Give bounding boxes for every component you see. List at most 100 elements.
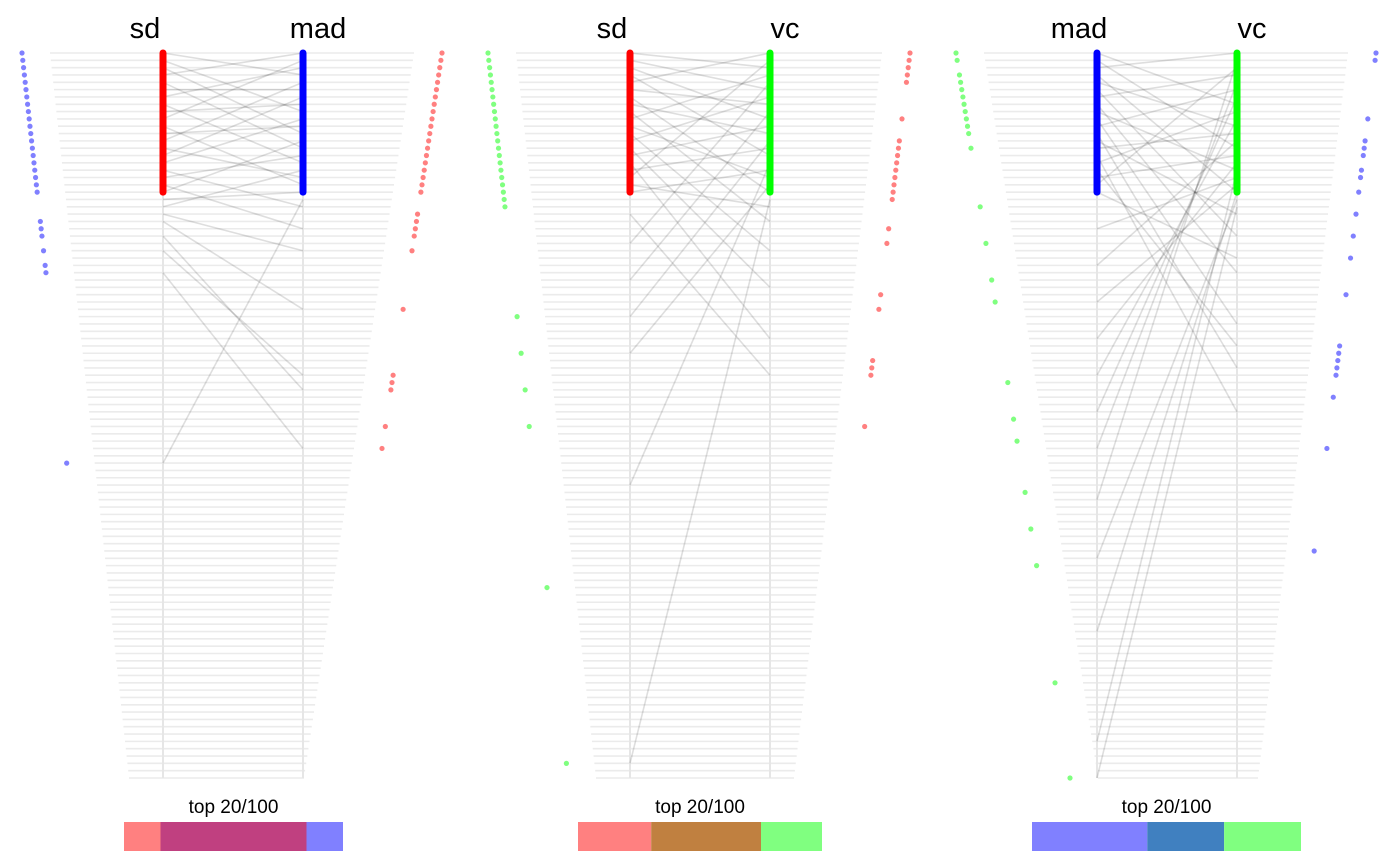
left-rank-dot [518,350,524,356]
right-rank-dot [907,50,913,56]
left-rank-dot [42,262,48,268]
connection-line [162,250,304,376]
left-rank-dot [493,123,499,129]
right-rank-dot [1337,343,1343,349]
right-rank-dot [1335,357,1341,364]
left-rank-dot [963,116,969,122]
left-rank-dot [1052,680,1058,686]
right-rank-dot [413,218,420,225]
right-rank-dot [903,79,910,85]
connection-line [629,96,771,193]
connection-line [629,213,771,376]
panel-1: sd mad top 20/100 [19,13,445,851]
right-rank-dot [869,365,875,371]
connection-line [629,162,771,340]
connection-line [162,169,304,208]
left-rank-dot [21,72,27,78]
right-method-label: mad [290,13,346,45]
left-rank-dot [966,130,972,137]
left-rank-dot [1067,775,1073,781]
connection-line [1096,59,1238,149]
right-rank-dot [412,226,418,232]
overlap-shared-segment [1147,822,1225,851]
connection-line [162,59,304,113]
right-rank-dot [894,152,901,159]
left-rank-dot [968,145,974,151]
left-rank-dot [563,760,569,766]
connection-line [629,162,771,486]
right-rank-dot [895,145,902,151]
connection-line [1096,140,1238,215]
left-method-label: sd [130,13,161,45]
right-rank-dot [891,182,897,188]
left-rank-dot [27,123,33,129]
connection-line [1096,206,1238,779]
connection-line [162,169,304,208]
connection-line [162,235,304,391]
footer-label: top 20/100 [655,797,745,818]
left-rank-dot [29,145,35,151]
left-rank-dot [33,182,39,188]
left-rank-dot [956,72,963,78]
connection-line [1096,52,1238,106]
left-rank-dot [544,584,550,591]
connection-line [629,125,771,179]
right-rank-dot [1353,211,1359,217]
connection-line [162,103,304,113]
left-rank-dot [992,299,998,305]
connection-line [162,81,304,149]
left-rank-dot [498,167,504,173]
connection-line [162,52,304,76]
right-rank-dot [432,94,438,100]
connection-line [162,81,304,142]
overlap-right-segment [761,822,822,851]
connection-line [162,125,304,186]
right-rank-dot [420,174,426,181]
connection-line [629,147,771,171]
right-rank-dot [868,372,874,378]
right-rank-dot [389,379,395,386]
left-rank-dot [32,174,39,181]
left-rank-dot [491,101,497,107]
footer-label: top 20/100 [1122,797,1212,818]
right-rank-dot [431,101,437,107]
connection-line [162,199,304,464]
connection-line [1096,52,1238,69]
connection-line [629,52,771,69]
connection-line [1096,96,1238,413]
overlap-left-segment [124,822,161,851]
left-rank-dot [959,87,965,93]
left-rank-dot [37,218,43,225]
left-rank-dot [960,94,966,100]
left-rank-dot [489,87,495,93]
left-rank-dot [977,204,983,210]
right-rank-dot [382,423,388,430]
overlap-shared-segment [651,822,761,851]
connection-line [162,125,304,135]
connection-line [629,88,771,106]
right-rank-dot [899,116,905,122]
connection-line [162,59,304,120]
connection-line [162,118,304,164]
connection-line [1096,169,1238,742]
right-rank-dot [419,182,425,188]
left-rank-dot [962,108,968,115]
connection-line [1096,110,1238,171]
left-rank-dot [1005,379,1011,386]
connection-line [629,66,771,120]
left-rank-dot [488,79,494,85]
panel-3: mad vc top 20/100 [953,13,1379,851]
connection-line [1096,74,1238,98]
connection-line [1096,133,1238,369]
right-rank-dot [434,79,441,85]
connection-line [629,52,771,84]
right-rank-dot [433,87,440,93]
right-rank-dot [1343,292,1349,298]
connection-line [162,140,304,193]
connection-line [629,169,771,193]
left-rank-dot [485,50,491,56]
left-rank-dot [43,270,49,276]
connection-line [629,125,771,157]
left-rank-dot [495,145,502,151]
connection-line [162,213,304,252]
